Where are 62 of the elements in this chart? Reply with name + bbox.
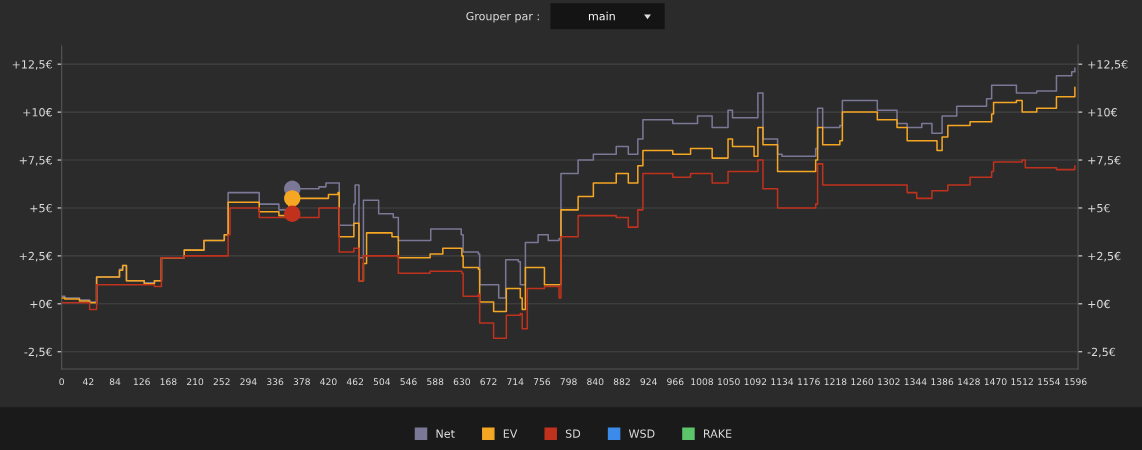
x-tick-label: 294	[240, 378, 257, 386]
legend-label: Net	[436, 429, 455, 438]
x-tick-label: 1050	[718, 378, 740, 386]
x-tick-label: 924	[640, 378, 657, 386]
y2-tick-label: +10€	[1088, 108, 1117, 117]
x-tick-label: 336	[267, 378, 284, 386]
x-tick-label: 126	[133, 378, 150, 386]
y2-tick-label: +7,5€	[1088, 156, 1121, 166]
x-tick-label: 1260	[851, 378, 874, 386]
y2-tick-label: +5€	[1088, 203, 1110, 213]
y2-tick-label: -2,5€	[1087, 347, 1116, 358]
x-tick-label: 1092	[744, 378, 767, 386]
y2-tick-label: +12,5€	[1088, 60, 1128, 70]
x-tick-label: 378	[293, 378, 310, 386]
x-tick-label: 1470	[984, 378, 1007, 386]
x-tick-label: 1176	[798, 378, 820, 386]
x-tick-label: 672	[480, 378, 497, 386]
y2-tick-label: +2,5€	[1088, 251, 1121, 262]
text: Grouper par :	[466, 11, 539, 23]
x-tick-label: 1134	[771, 378, 794, 386]
legend-label: WSD	[628, 429, 655, 438]
y-tick-label: -2,5€	[24, 347, 52, 358]
y2-tick-label: +0€	[1088, 299, 1110, 309]
x-tick-label: 588	[427, 378, 444, 386]
y-tick-label: +7,5€	[19, 156, 52, 166]
x-tick-label: 882	[613, 378, 630, 386]
text: main	[588, 11, 615, 21]
x-tick-label: 1554	[1038, 378, 1060, 386]
x-tick-label: 1512	[1011, 378, 1033, 386]
point	[284, 190, 301, 207]
x-tick-label: 252	[213, 378, 230, 386]
y-tick-label: +5€	[30, 203, 52, 213]
legend-label: SD	[565, 429, 581, 438]
x-tick-label: 1302	[878, 378, 900, 386]
x-tick-label: 420	[320, 378, 337, 386]
x-tick-label: 840	[587, 378, 604, 386]
legend-label: EV	[503, 429, 518, 438]
x-tick-label: 210	[186, 378, 204, 386]
x-tick-label: 546	[400, 378, 417, 386]
point	[284, 205, 301, 222]
y-tick-label: +2,5€	[19, 251, 52, 262]
y-tick-label: +12,5€	[12, 60, 52, 70]
legend-label: RAKE	[704, 429, 732, 438]
x-tick-label: 756	[533, 378, 551, 386]
x-tick-label: 1344	[904, 378, 927, 386]
x-tick-label: 42	[82, 378, 94, 385]
x-tick-label: 504	[373, 378, 391, 386]
x-tick-label: 1428	[958, 378, 980, 386]
y-tick-label: +10€	[23, 108, 52, 117]
x-tick-label: 1596	[1064, 378, 1087, 386]
y-tick-label: +0€	[30, 299, 52, 309]
x-tick-label: 966	[667, 378, 684, 386]
x-tick-label: 84	[109, 378, 121, 386]
x-tick-label: 1008	[691, 378, 714, 386]
x-tick-label: 1386	[931, 378, 954, 386]
x-tick-label: 0	[59, 378, 64, 386]
x-tick-label: 168	[160, 378, 177, 386]
x-tick-label: 714	[507, 378, 524, 385]
x-tick-label: 1218	[824, 378, 847, 386]
x-tick-label: 630	[453, 378, 471, 386]
x-tick-label: 462	[346, 378, 363, 386]
x-tick-label: 798	[560, 378, 577, 386]
